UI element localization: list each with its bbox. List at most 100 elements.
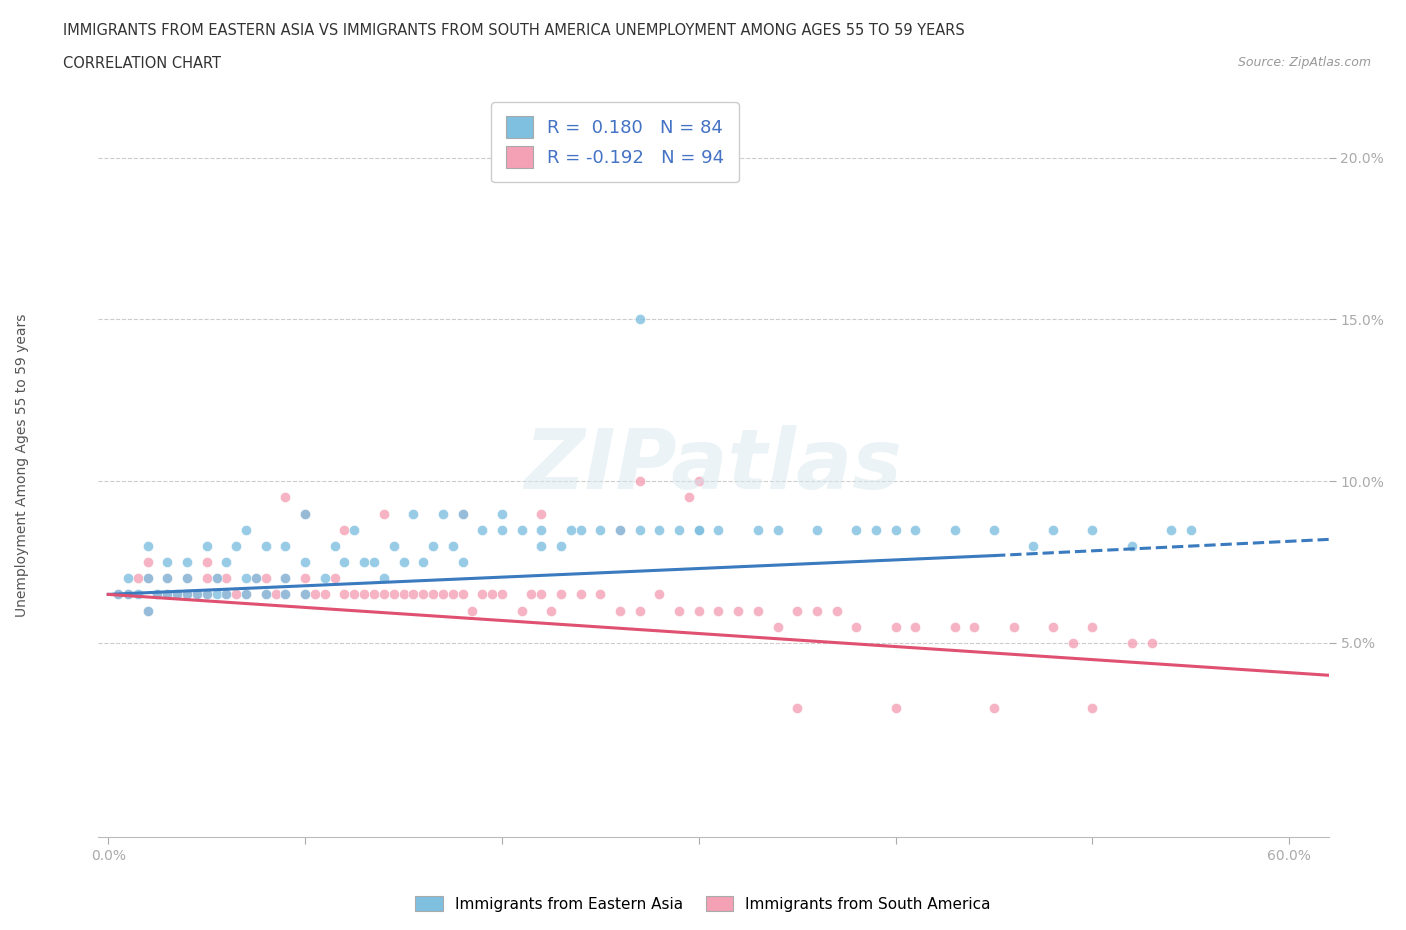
- Point: [451, 587, 474, 602]
- Point: [707, 604, 730, 618]
- Point: [117, 571, 139, 586]
- Point: [382, 538, 405, 553]
- Point: [392, 554, 415, 569]
- Point: [963, 619, 986, 634]
- Point: [806, 604, 828, 618]
- Point: [530, 538, 553, 553]
- Point: [274, 571, 297, 586]
- Point: [363, 554, 385, 569]
- Point: [294, 506, 316, 521]
- Point: [156, 571, 179, 586]
- Point: [136, 538, 159, 553]
- Point: [569, 587, 592, 602]
- Point: [215, 571, 238, 586]
- Point: [628, 473, 651, 488]
- Point: [904, 619, 927, 634]
- Point: [668, 604, 690, 618]
- Point: [314, 571, 336, 586]
- Point: [136, 571, 159, 586]
- Point: [254, 571, 277, 586]
- Point: [373, 506, 395, 521]
- Point: [1042, 523, 1064, 538]
- Point: [1022, 538, 1045, 553]
- Point: [195, 571, 218, 586]
- Point: [117, 587, 139, 602]
- Point: [294, 571, 316, 586]
- Point: [609, 523, 631, 538]
- Point: [274, 587, 297, 602]
- Point: [294, 506, 316, 521]
- Point: [884, 523, 907, 538]
- Point: [333, 554, 356, 569]
- Legend: R =  0.180   N = 84, R = -0.192   N = 94: R = 0.180 N = 84, R = -0.192 N = 94: [491, 102, 740, 182]
- Point: [136, 571, 159, 586]
- Point: [294, 506, 316, 521]
- Point: [451, 554, 474, 569]
- Point: [569, 523, 592, 538]
- Point: [1081, 700, 1104, 715]
- Point: [481, 587, 503, 602]
- Point: [688, 523, 710, 538]
- Point: [254, 538, 277, 553]
- Point: [540, 604, 562, 618]
- Point: [451, 506, 474, 521]
- Text: IMMIGRANTS FROM EASTERN ASIA VS IMMIGRANTS FROM SOUTH AMERICA UNEMPLOYMENT AMONG: IMMIGRANTS FROM EASTERN ASIA VS IMMIGRAN…: [63, 23, 965, 38]
- Point: [1081, 619, 1104, 634]
- Point: [294, 587, 316, 602]
- Point: [786, 700, 808, 715]
- Point: [274, 490, 297, 505]
- Point: [668, 523, 690, 538]
- Point: [707, 523, 730, 538]
- Point: [117, 587, 139, 602]
- Point: [176, 571, 198, 586]
- Text: ZIPatlas: ZIPatlas: [524, 424, 903, 506]
- Point: [245, 571, 267, 586]
- Point: [235, 587, 257, 602]
- Point: [146, 587, 169, 602]
- Point: [136, 604, 159, 618]
- Y-axis label: Unemployment Among Ages 55 to 59 years: Unemployment Among Ages 55 to 59 years: [15, 313, 30, 617]
- Point: [294, 554, 316, 569]
- Point: [156, 554, 179, 569]
- Point: [451, 506, 474, 521]
- Point: [1121, 538, 1143, 553]
- Point: [166, 587, 188, 602]
- Point: [884, 700, 907, 715]
- Point: [156, 587, 179, 602]
- Point: [688, 523, 710, 538]
- Point: [943, 619, 966, 634]
- Point: [412, 587, 434, 602]
- Point: [806, 523, 828, 538]
- Point: [422, 538, 444, 553]
- Point: [304, 587, 326, 602]
- Point: [884, 619, 907, 634]
- Point: [215, 587, 238, 602]
- Point: [215, 587, 238, 602]
- Point: [176, 571, 198, 586]
- Legend: Immigrants from Eastern Asia, Immigrants from South America: Immigrants from Eastern Asia, Immigrants…: [409, 889, 997, 918]
- Point: [766, 523, 789, 538]
- Point: [648, 523, 671, 538]
- Point: [628, 312, 651, 326]
- Point: [323, 571, 346, 586]
- Point: [264, 587, 287, 602]
- Point: [648, 587, 671, 602]
- Point: [1081, 523, 1104, 538]
- Point: [107, 587, 129, 602]
- Point: [904, 523, 927, 538]
- Point: [560, 523, 582, 538]
- Point: [235, 587, 257, 602]
- Point: [225, 587, 247, 602]
- Point: [865, 523, 887, 538]
- Point: [166, 587, 188, 602]
- Point: [1062, 635, 1084, 650]
- Point: [628, 523, 651, 538]
- Point: [943, 523, 966, 538]
- Point: [678, 490, 700, 505]
- Point: [412, 554, 434, 569]
- Point: [983, 523, 1005, 538]
- Point: [1042, 619, 1064, 634]
- Point: [491, 587, 513, 602]
- Point: [353, 554, 375, 569]
- Point: [323, 538, 346, 553]
